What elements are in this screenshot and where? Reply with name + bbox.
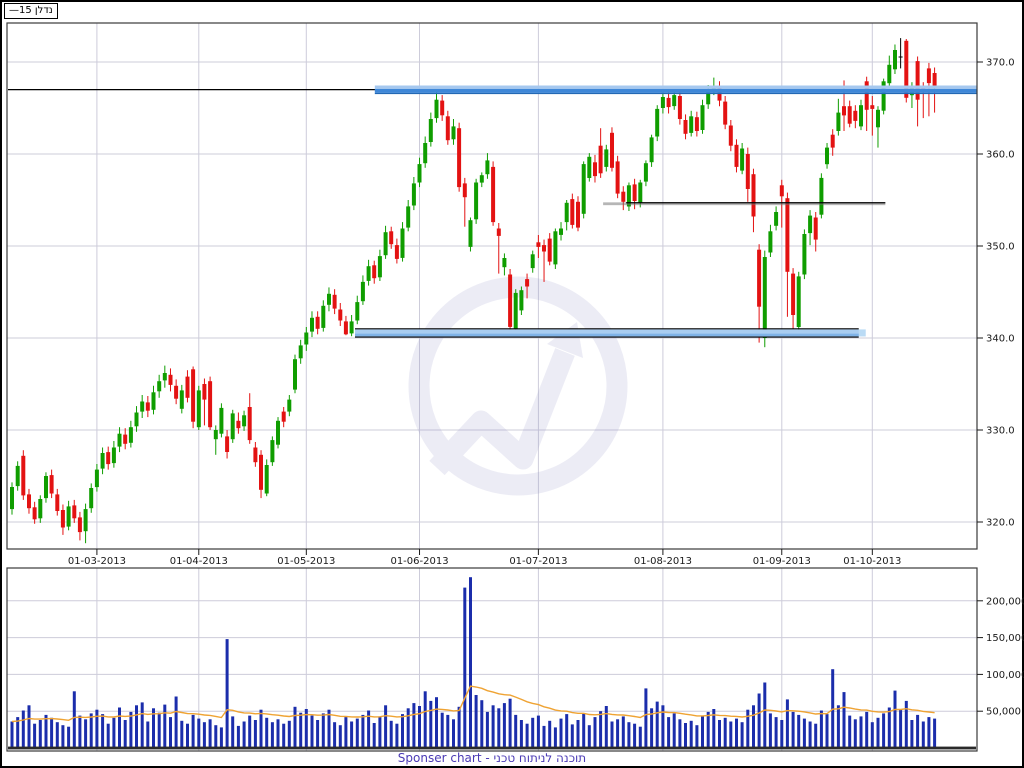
svg-text:350.0: 350.0: [986, 242, 1015, 253]
analyst-annotations: [8, 85, 977, 338]
volume-bars: [10, 577, 937, 748]
support-band: [354, 328, 866, 338]
svg-text:320.0: 320.0: [986, 518, 1015, 529]
price-axis-labels: 370.0 360.0 350.0 340.0 330.0 320.0: [977, 58, 1015, 529]
svg-text:100,000: 100,000: [986, 670, 1024, 681]
svg-text:150,000: 150,000: [986, 633, 1024, 644]
series-name: נדלן 15: [19, 5, 53, 16]
svg-text:330.0: 330.0: [986, 426, 1015, 437]
svg-text:50,000: 50,000: [986, 707, 1021, 718]
svg-text:01-07-2013: 01-07-2013: [509, 556, 567, 567]
svg-text:01-10-2013: 01-10-2013: [843, 556, 901, 567]
month-gridlines: [96, 23, 873, 751]
svg-text:340.0: 340.0: [986, 334, 1015, 345]
resistance-highlight-line: [374, 85, 977, 95]
candlesticks: [10, 38, 937, 544]
svg-text:01-05-2013: 01-05-2013: [277, 556, 335, 567]
date-axis-labels: 01-03-2013 01-04-2013 01-05-2013 01-06-2013…: [68, 549, 901, 567]
series-line-sample-icon: —: [9, 5, 19, 16]
svg-text:200,000: 200,000: [986, 596, 1024, 607]
volume-ma-line: [11, 685, 935, 723]
svg-text:01-08-2013: 01-08-2013: [634, 556, 692, 567]
series-legend: —נדלן 15: [4, 3, 58, 19]
sponser-watermark-icon: [408, 276, 628, 496]
svg-text:370.0: 370.0: [986, 58, 1015, 69]
chart-caption: Sponser chart - תוכנה לניתוח טכני: [397, 751, 587, 765]
panel-borders: [6, 22, 978, 752]
svg-text:360.0: 360.0: [986, 150, 1015, 161]
volume-baseline: [8, 746, 976, 750]
svg-text:01-09-2013: 01-09-2013: [753, 556, 811, 567]
intermediate-support-line: [603, 202, 886, 206]
svg-text:01-03-2013: 01-03-2013: [68, 556, 126, 567]
svg-text:01-06-2013: 01-06-2013: [390, 556, 448, 567]
volume-axis-labels: 200,000 150,000 100,000 50,000: [977, 596, 1024, 718]
svg-text:01-04-2013: 01-04-2013: [170, 556, 228, 567]
